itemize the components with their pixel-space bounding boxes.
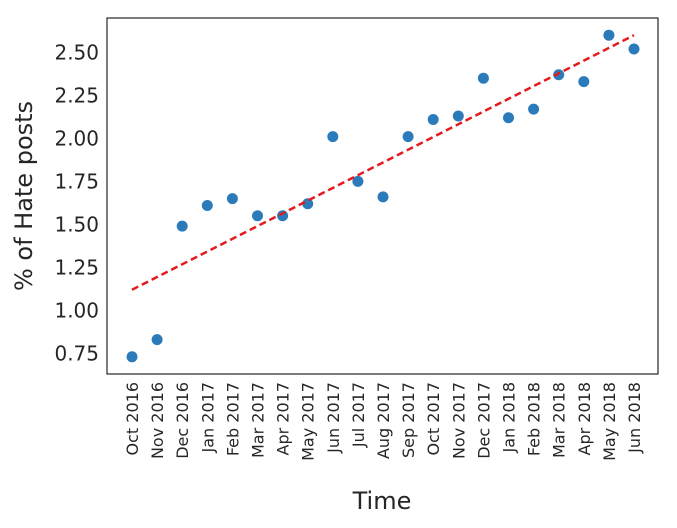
x-tick-label: May 2017 — [299, 382, 318, 461]
data-point — [603, 29, 615, 41]
data-point — [628, 43, 640, 55]
y-tick-label: 2.50 — [54, 40, 99, 64]
plot-frame — [106, 17, 659, 375]
x-tick-label: Feb 2017 — [223, 382, 242, 456]
y-axis-label: % of Hate posts — [10, 101, 38, 291]
x-tick-label: Jan 2017 — [198, 382, 217, 453]
x-tick-label: Mar 2017 — [249, 382, 268, 458]
x-tick-label: Dec 2017 — [474, 382, 493, 459]
x-tick-label: Jan 2018 — [500, 382, 519, 453]
data-point — [578, 76, 590, 88]
data-point — [126, 351, 138, 363]
data-point — [477, 72, 489, 84]
x-tick-label: Jun 2018 — [625, 382, 644, 454]
x-tick-label: Nov 2016 — [148, 382, 167, 459]
x-tick-label: Sep 2017 — [399, 382, 418, 458]
data-point — [402, 131, 414, 143]
data-point — [327, 131, 339, 143]
data-point — [427, 113, 439, 125]
y-tick-label: 1.00 — [54, 298, 99, 322]
data-point — [201, 199, 213, 211]
data-point — [176, 220, 188, 232]
data-point — [302, 198, 314, 210]
x-ticks: Oct 2016 Nov 2016 Dec 2016 Jan 2017 Feb 2017… — [123, 382, 644, 461]
x-tick-label: Aug 2017 — [374, 382, 393, 459]
data-point — [352, 175, 364, 187]
data-point — [226, 193, 238, 205]
x-tick-label: Jun 2017 — [324, 382, 343, 454]
x-tick-label: Dec 2016 — [173, 382, 192, 459]
x-tick-label: Oct 2016 — [123, 382, 142, 455]
data-point — [452, 110, 464, 122]
x-axis-label: Time — [352, 487, 412, 515]
y-tick-label: 0.75 — [54, 341, 99, 365]
data-point — [528, 103, 540, 115]
data-point — [252, 210, 263, 222]
trend-layer — [131, 34, 635, 291]
y-tick-label: 1.75 — [54, 169, 99, 193]
x-tick-label: Oct 2017 — [424, 382, 443, 455]
y-tick-label: 2.00 — [54, 126, 99, 150]
trend-line — [131, 34, 635, 291]
x-tick-label: Apr 2017 — [274, 382, 293, 455]
x-tick-label: Mar 2018 — [550, 382, 569, 458]
x-tick-label: May 2018 — [600, 382, 619, 461]
y-tick-label: 2.25 — [54, 83, 99, 107]
points-layer — [126, 29, 640, 363]
y-tick-label: 1.25 — [54, 255, 99, 279]
data-point — [503, 112, 514, 124]
x-tick-label: Jul 2017 — [349, 382, 368, 448]
x-tick-label: Apr 2018 — [575, 382, 594, 455]
data-point — [151, 334, 163, 346]
y-ticks: 0.75 1.00 1.25 1.50 1.75 2.00 2.25 2.50 — [54, 40, 99, 365]
y-tick-label: 1.50 — [54, 212, 99, 236]
data-point — [277, 210, 289, 222]
x-tick-label: Nov 2017 — [449, 382, 468, 459]
data-point — [377, 191, 389, 203]
x-tick-label: Feb 2018 — [525, 382, 544, 456]
